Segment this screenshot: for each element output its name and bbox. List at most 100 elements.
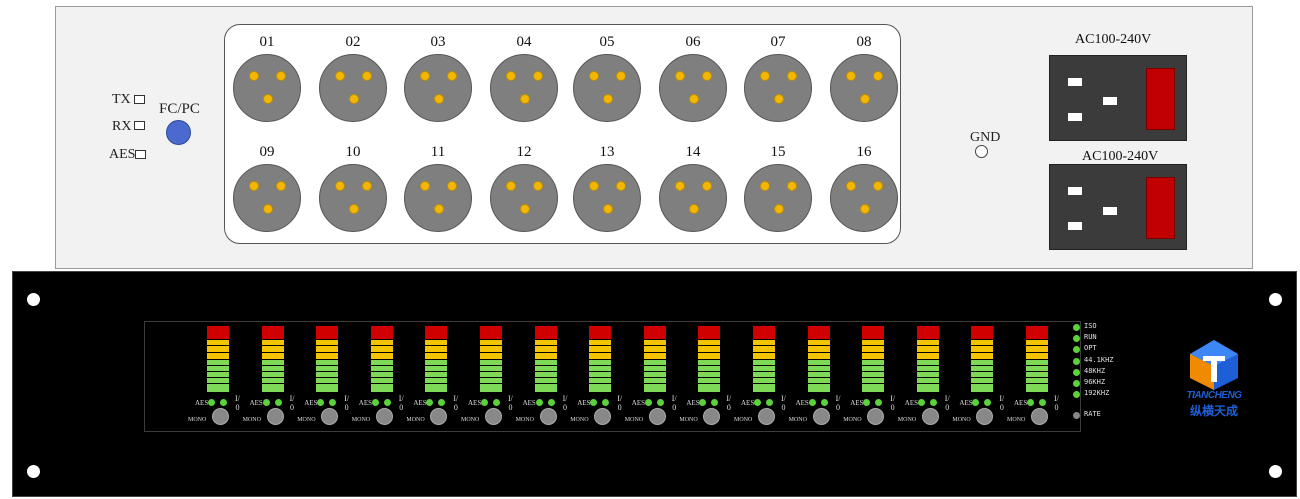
vu-segment bbox=[207, 366, 229, 371]
vu-segment bbox=[753, 384, 775, 392]
xlr-socket-body bbox=[490, 54, 558, 122]
mono-button[interactable] bbox=[648, 408, 666, 425]
mono-button[interactable] bbox=[867, 408, 885, 425]
aes-led bbox=[917, 399, 925, 406]
vu-segment bbox=[862, 366, 885, 371]
mono-button[interactable] bbox=[321, 408, 339, 425]
mono-button[interactable] bbox=[812, 408, 830, 425]
xlr-pin bbox=[447, 71, 457, 81]
xlr-connector[interactable]: 04 bbox=[490, 34, 558, 122]
vu-segment bbox=[807, 384, 830, 392]
xlr-pin bbox=[873, 181, 883, 191]
mono-button[interactable] bbox=[375, 408, 393, 425]
vu-segment bbox=[862, 372, 885, 377]
mono-button[interactable] bbox=[976, 408, 994, 425]
vu-segment bbox=[261, 384, 284, 392]
aes-led bbox=[317, 399, 325, 406]
vu-segment bbox=[1026, 360, 1048, 365]
xlr-pin bbox=[533, 181, 543, 191]
vu-segment bbox=[1026, 340, 1048, 345]
vu-segment bbox=[589, 346, 612, 352]
xlr-connector[interactable]: 09 bbox=[233, 144, 301, 232]
io-label: I/0 bbox=[945, 394, 950, 412]
mono-button[interactable] bbox=[430, 408, 448, 425]
vu-segment bbox=[370, 346, 393, 352]
xlr-connector[interactable]: 08 bbox=[830, 34, 898, 122]
vu-segment bbox=[862, 378, 885, 383]
vu-segment bbox=[753, 372, 775, 377]
aes-label: AES bbox=[358, 399, 373, 407]
xlr-pin bbox=[249, 181, 259, 191]
xlr-pin bbox=[774, 204, 784, 214]
xlr-socket-body bbox=[233, 54, 301, 122]
psu-bottom-inlet[interactable] bbox=[1049, 164, 1187, 250]
rx-label: RX bbox=[112, 119, 132, 134]
mono-button[interactable] bbox=[212, 408, 229, 425]
psu-bottom-power-switch[interactable] bbox=[1146, 177, 1175, 239]
fc-pc-fiber-port[interactable] bbox=[166, 120, 191, 145]
io-label-bottom: 0 bbox=[781, 403, 786, 412]
audio-channel-strip: AES I/0 MONO bbox=[636, 322, 731, 433]
io-label-top: I/ bbox=[398, 394, 404, 403]
vu-segment bbox=[1026, 353, 1048, 359]
xlr-pin bbox=[276, 181, 286, 191]
io-label-top: I/ bbox=[344, 394, 350, 403]
xlr-pin bbox=[675, 181, 685, 191]
vu-segment bbox=[753, 326, 775, 339]
xlr-connector[interactable]: 02 bbox=[319, 34, 387, 122]
psu-top-power-switch[interactable] bbox=[1146, 68, 1175, 130]
mono-button[interactable] bbox=[539, 408, 557, 425]
xlr-connector-panel: 01 02 03 04 05 06 07 08 09 10 11 12 13 14 15 16 bbox=[224, 24, 901, 244]
gnd-terminal[interactable] bbox=[975, 145, 988, 158]
vu-segment bbox=[207, 384, 229, 392]
xlr-pin bbox=[276, 71, 286, 81]
xlr-connector[interactable]: 15 bbox=[744, 144, 812, 232]
xlr-connector[interactable]: 03 bbox=[404, 34, 472, 122]
xlr-socket-body bbox=[319, 54, 387, 122]
aes-led bbox=[383, 399, 391, 406]
xlr-connector[interactable]: 05 bbox=[573, 34, 641, 122]
mono-button[interactable] bbox=[703, 408, 721, 425]
status-indicator: 44.1KHZ bbox=[1073, 356, 1153, 366]
rate-indicator: RATE bbox=[1073, 410, 1153, 420]
xlr-pin bbox=[506, 71, 516, 81]
mono-button[interactable] bbox=[485, 408, 502, 425]
vu-segment bbox=[316, 340, 339, 345]
mono-button[interactable] bbox=[1031, 408, 1048, 425]
mono-button[interactable] bbox=[266, 408, 284, 425]
xlr-connector[interactable]: 16 bbox=[830, 144, 898, 232]
xlr-connector[interactable]: 10 bbox=[319, 144, 387, 232]
rate-label: RATE bbox=[1084, 410, 1101, 418]
io-label: I/0 bbox=[617, 394, 622, 412]
xlr-connector[interactable]: 07 bbox=[744, 34, 812, 122]
xlr-socket-body bbox=[744, 54, 812, 122]
aes-led bbox=[711, 399, 719, 406]
mono-button[interactable] bbox=[921, 408, 939, 425]
xlr-connector[interactable]: 13 bbox=[573, 144, 641, 232]
vu-segment bbox=[207, 340, 229, 345]
xlr-socket-body bbox=[233, 164, 301, 232]
vu-segment bbox=[480, 340, 502, 345]
xlr-channel-number: 14 bbox=[685, 144, 701, 160]
xlr-connector[interactable]: 06 bbox=[659, 34, 727, 122]
vu-segment bbox=[370, 353, 393, 359]
io-label: I/0 bbox=[890, 394, 895, 412]
mono-label: MONO bbox=[461, 417, 480, 423]
vu-segment bbox=[261, 340, 284, 345]
xlr-pin bbox=[263, 204, 273, 214]
vu-segment bbox=[589, 340, 612, 345]
xlr-connector[interactable]: 11 bbox=[404, 144, 472, 232]
psu-top-inlet[interactable] bbox=[1049, 55, 1187, 141]
mono-button[interactable] bbox=[594, 408, 612, 425]
xlr-connector[interactable]: 14 bbox=[659, 144, 727, 232]
xlr-pin bbox=[603, 94, 613, 104]
xlr-connector[interactable]: 01 bbox=[233, 34, 301, 122]
vu-segment bbox=[480, 372, 502, 377]
rear-panel: TX RX AES FC/PC 01 02 03 04 05 06 07 08 09 10 11 12… bbox=[55, 6, 1253, 269]
xlr-connector[interactable]: 12 bbox=[490, 144, 558, 232]
mono-button[interactable] bbox=[758, 408, 775, 425]
io-label-bottom: 0 bbox=[235, 403, 240, 412]
vu-segment bbox=[1026, 326, 1048, 339]
rate-led[interactable] bbox=[1073, 412, 1080, 419]
audio-channel-strip: AES I/0 MONO bbox=[746, 322, 840, 433]
